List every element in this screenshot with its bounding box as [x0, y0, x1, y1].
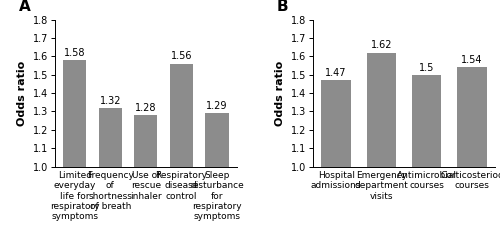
Text: 1.28: 1.28 — [135, 103, 156, 113]
Bar — [64, 60, 86, 245]
Text: 1.62: 1.62 — [370, 40, 392, 50]
Text: 1.54: 1.54 — [462, 55, 483, 65]
Y-axis label: Odds ratio: Odds ratio — [276, 61, 285, 126]
Bar — [134, 115, 158, 245]
Bar — [458, 67, 486, 245]
Bar — [412, 75, 442, 245]
Bar — [99, 108, 122, 245]
Text: B: B — [277, 0, 288, 14]
Text: A: A — [18, 0, 30, 14]
Text: 1.58: 1.58 — [64, 48, 86, 58]
Bar — [170, 64, 193, 245]
Bar — [206, 113, 229, 245]
Text: 1.47: 1.47 — [326, 68, 347, 78]
Bar — [322, 80, 351, 245]
Text: 1.5: 1.5 — [419, 62, 434, 73]
Text: 1.56: 1.56 — [170, 51, 192, 61]
Bar — [366, 53, 396, 245]
Text: 1.32: 1.32 — [100, 96, 121, 106]
Text: 1.29: 1.29 — [206, 101, 228, 111]
Y-axis label: Odds ratio: Odds ratio — [17, 61, 27, 126]
